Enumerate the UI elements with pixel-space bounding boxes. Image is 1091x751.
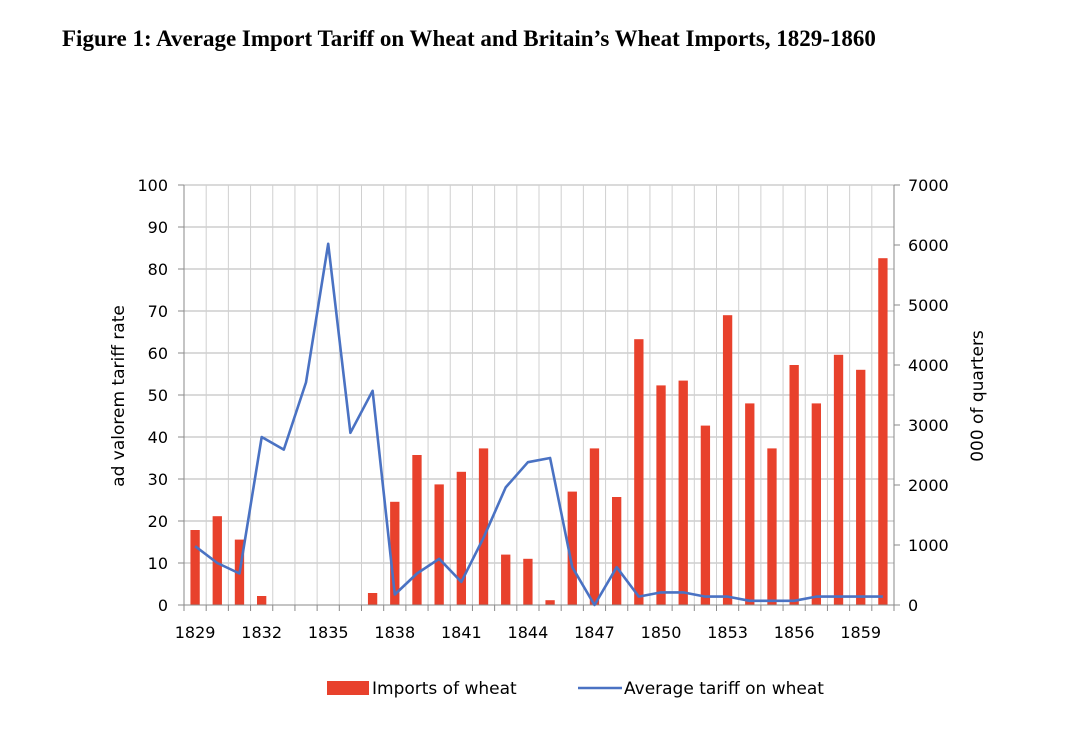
- bar-imports-1851: [678, 380, 688, 605]
- x-tick-label: 1835: [308, 623, 349, 642]
- bar-imports-1849: [634, 339, 644, 605]
- bar-imports-1852: [700, 425, 711, 605]
- bar-imports-1838: [390, 501, 400, 605]
- x-tick-label: 1850: [641, 623, 682, 642]
- left-axis-ticks: 0 10 20 30 40 50 60 70 80 90 100: [137, 176, 184, 615]
- bar-imports-1854: [745, 403, 755, 605]
- x-tick-label: 1856: [774, 623, 815, 642]
- bar-imports-1829: [190, 530, 200, 605]
- left-tick-label: 50: [148, 386, 168, 405]
- bar-imports-1837: [367, 593, 378, 605]
- left-tick-label: 10: [148, 554, 168, 573]
- legend-swatch-imports: [327, 681, 369, 695]
- figure-title: Figure 1: Average Import Tariff on Wheat…: [62, 26, 876, 51]
- bar-imports-1845: [545, 600, 555, 605]
- bar-imports-1840: [434, 484, 444, 605]
- x-tick-label: 1853: [707, 623, 748, 642]
- left-tick-label: 80: [148, 260, 168, 279]
- right-tick-label: 6000: [908, 236, 949, 255]
- bar-imports-1856: [789, 365, 799, 605]
- line-tariff: [194, 242, 883, 607]
- right-axis-ticks: 0 1000 2000 3000 4000 5000 6000 7000: [894, 176, 949, 615]
- bar-imports-1860: [878, 258, 888, 605]
- bar-imports-1832: [256, 596, 267, 605]
- bar-imports-1847: [589, 448, 600, 605]
- right-tick-label: 5000: [908, 296, 949, 315]
- x-tick-label: 1832: [241, 623, 282, 642]
- legend: Imports of wheat Average tariff on wheat: [327, 679, 824, 699]
- bar-imports-1839: [412, 455, 422, 605]
- right-tick-label: 7000: [908, 176, 949, 195]
- x-tick-label: 1829: [175, 623, 216, 642]
- bar-imports-1859: [856, 369, 866, 605]
- x-tick-label: 1844: [508, 623, 549, 642]
- left-tick-label: 90: [148, 218, 168, 237]
- bar-imports-1855: [767, 448, 777, 605]
- x-tick-label: 1838: [374, 623, 415, 642]
- bar-imports-1857: [811, 403, 822, 605]
- left-tick-label: 100: [137, 176, 168, 195]
- bar-imports-1853: [722, 315, 733, 605]
- bar-imports-1830: [212, 516, 222, 605]
- x-tick-label: 1847: [574, 623, 615, 642]
- right-tick-label: 2000: [908, 476, 949, 495]
- right-tick-label: 3000: [908, 416, 949, 435]
- left-axis-title: ad valorem tariff rate: [109, 305, 129, 487]
- left-tick-label: 40: [148, 428, 168, 447]
- left-tick-label: 70: [148, 302, 168, 321]
- gridlines: [183, 184, 895, 605]
- right-tick-label: 4000: [908, 356, 949, 375]
- right-tick-label: 1000: [908, 536, 949, 555]
- bar-imports-1846: [567, 491, 577, 605]
- left-tick-label: 20: [148, 512, 168, 531]
- x-tick-label: 1859: [840, 623, 881, 642]
- bar-imports-1850: [656, 385, 666, 605]
- right-tick-label: 0: [908, 596, 918, 615]
- right-axis-title: 000 of quarters: [968, 330, 988, 462]
- bar-imports-1842: [478, 448, 489, 605]
- x-axis-ticks: 1829 1832 1835 1838 1841 1844 1847 1850 1853 1856…: [175, 605, 895, 642]
- line-series-tariff: [194, 242, 884, 607]
- bar-imports-1848: [611, 497, 622, 605]
- bar-imports-1858: [833, 354, 844, 605]
- bar-imports-1841: [456, 471, 467, 605]
- left-tick-label: 30: [148, 470, 168, 489]
- bar-imports-1844: [523, 558, 533, 605]
- x-tick-label: 1841: [441, 623, 482, 642]
- left-tick-label: 60: [148, 344, 168, 363]
- legend-label-tariff: Average tariff on wheat: [624, 679, 824, 699]
- left-tick-label: 0: [158, 596, 168, 615]
- bar-imports-1843: [501, 554, 511, 605]
- legend-label-imports: Imports of wheat: [372, 679, 517, 699]
